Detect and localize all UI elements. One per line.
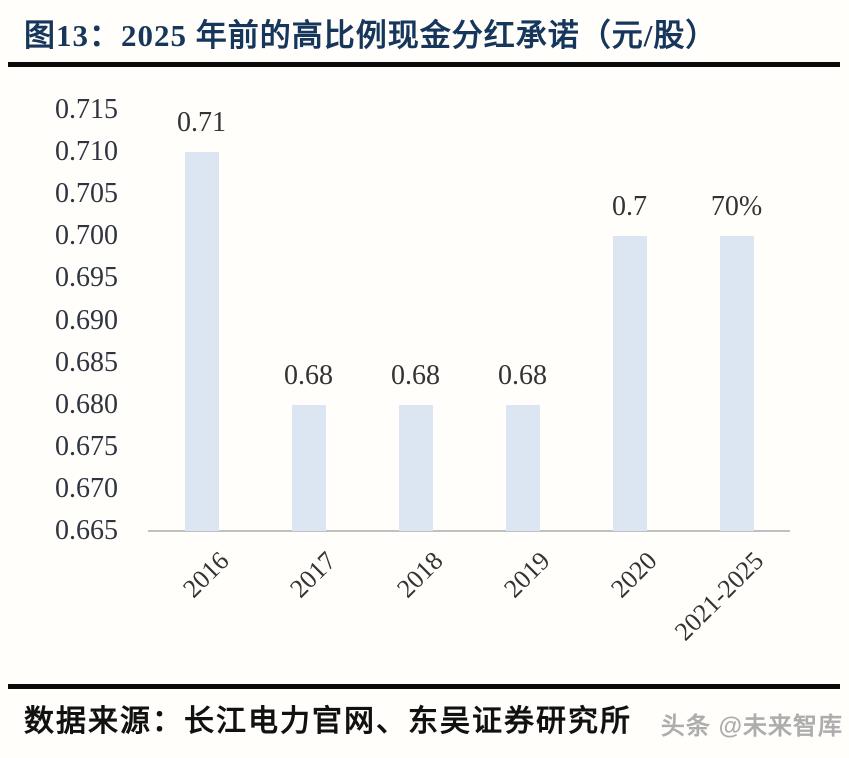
y-axis-tick-label: 0.685: [55, 346, 118, 378]
bar-2021-2025: [719, 236, 754, 531]
data-source-text: 数据来源：长江电力官网、东吴证券研究所: [24, 705, 632, 738]
bar-value-label: 0.68: [498, 359, 547, 391]
x-axis-tick-label: 2018: [390, 546, 449, 604]
figure-title: 图13：2025 年前的高比例现金分红承诺（元/股）: [24, 18, 718, 53]
y-axis-tick-label: 0.690: [55, 304, 118, 336]
bar-2019: [505, 404, 540, 531]
title-divider: [8, 62, 840, 67]
bar-value-label: 0.68: [391, 359, 440, 391]
y-axis-tick-label: 0.675: [55, 430, 118, 462]
y-axis-tick-label: 0.665: [55, 515, 118, 546]
y-axis-tick-label: 0.695: [55, 262, 118, 294]
x-axis-line: [148, 530, 790, 532]
x-axis-tick-label: 2021-2025: [668, 546, 770, 647]
bar-value-label: 0.71: [177, 107, 226, 139]
watermark-text: 头条 @未来智库: [660, 713, 843, 740]
y-axis-tick-label: 0.710: [55, 136, 118, 168]
y-axis-tick-label: 0.700: [55, 220, 118, 252]
x-axis-tick-label: 2020: [604, 546, 663, 604]
x-axis-tick-label: 2017: [283, 546, 342, 604]
bar-2020: [612, 236, 647, 531]
y-axis-tick-label: 0.680: [55, 388, 118, 420]
x-axis-tick-label: 2016: [176, 546, 235, 604]
y-axis-tick-label: 0.715: [55, 94, 118, 125]
bar-value-label: 0.68: [284, 359, 333, 391]
dividend-bar-chart: 0.715 0.710 0.705 0.700 0.695 0.690 0.685 0.680…: [55, 94, 790, 647]
footer-divider: [8, 684, 840, 689]
y-axis-tick-label: 0.670: [55, 472, 118, 504]
x-axis-tick-label: 2019: [497, 546, 556, 604]
bar-2018: [398, 404, 433, 531]
bar-2017: [291, 404, 326, 531]
bar-value-label: 70%: [710, 191, 763, 223]
y-axis-tick-label: 0.705: [55, 178, 118, 210]
bar-2016: [184, 152, 219, 531]
bar-value-label: 0.7: [612, 191, 647, 223]
